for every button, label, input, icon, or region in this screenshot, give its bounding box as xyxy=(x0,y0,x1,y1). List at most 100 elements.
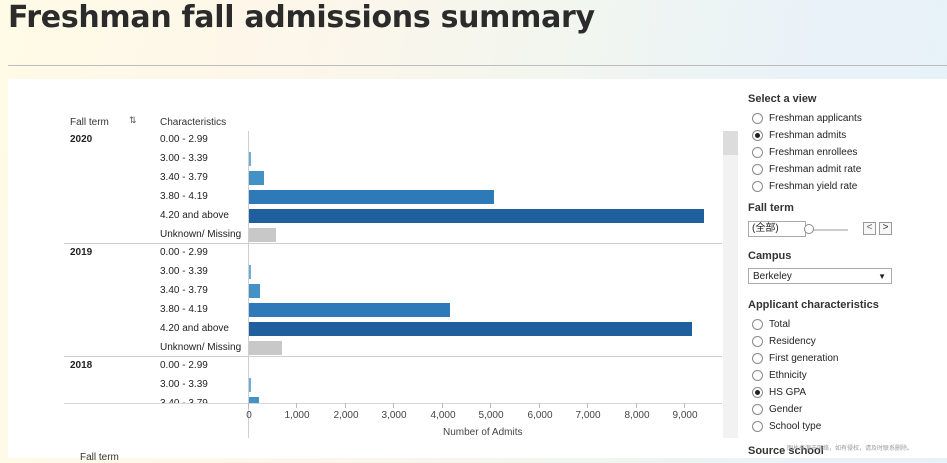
page-title: Freshman fall admissions summary xyxy=(8,0,595,35)
bar-chart: 2020 0.00 - 2.99 3.00 - 3.39 3.40 - 3.79 3.8… xyxy=(64,131,722,403)
sort-icon[interactable]: ⇅ xyxy=(129,115,137,125)
x-tick xyxy=(248,403,249,408)
fall-term-slider-track[interactable] xyxy=(808,229,848,231)
chart-vertical-axis xyxy=(248,131,249,438)
chart-scrollbar[interactable] xyxy=(723,131,738,438)
x-tick-label: 8,000 xyxy=(624,410,650,421)
bar-2018-2[interactable] xyxy=(249,397,259,403)
category-label: Unknown/ Missing xyxy=(160,229,242,240)
radio-school-type[interactable]: School type xyxy=(752,420,821,433)
bar-2020-3[interactable] xyxy=(249,190,494,204)
x-tick-label: 9,000 xyxy=(672,410,698,421)
category-label: 3.40 - 3.79 xyxy=(160,398,208,403)
category-label: 4.20 and above xyxy=(160,210,229,221)
bar-2020-5[interactable] xyxy=(249,228,276,242)
x-tick-label: 1,000 xyxy=(284,410,310,421)
x-axis-label: Number of Admits xyxy=(443,427,523,438)
x-tick-label: 5,000 xyxy=(478,410,504,421)
bar-2019-2[interactable] xyxy=(249,284,260,298)
radio-ethnicity[interactable]: Ethnicity xyxy=(752,369,807,382)
bar-2019-4[interactable] xyxy=(249,322,692,336)
x-tick xyxy=(345,403,346,408)
radio-button-icon[interactable] xyxy=(752,130,763,141)
x-tick-label: 6,000 xyxy=(527,410,553,421)
radio-freshman-yield-rate[interactable]: Freshman yield rate xyxy=(752,180,857,193)
category-label: 3.40 - 3.79 xyxy=(160,285,208,296)
prev-term-button[interactable]: < xyxy=(863,222,876,235)
category-label: 3.00 - 3.39 xyxy=(160,379,208,390)
x-tick-label: 0 xyxy=(246,410,252,421)
radio-freshman-admits[interactable]: Freshman admits xyxy=(752,129,846,142)
radio-button-icon[interactable] xyxy=(752,404,763,415)
group-separator xyxy=(64,356,722,357)
radio-button-icon[interactable] xyxy=(752,181,763,192)
radio-button-icon[interactable] xyxy=(752,147,763,158)
radio-hs-gpa[interactable]: HS GPA xyxy=(752,386,806,399)
x-tick xyxy=(393,403,394,408)
x-tick xyxy=(296,403,297,408)
category-label: 4.20 and above xyxy=(160,323,229,334)
category-label: 3.00 - 3.39 xyxy=(160,153,208,164)
watermark: 图片来源于网络，如有侵权，请及时联系删除。 xyxy=(787,446,914,452)
radio-button-icon[interactable] xyxy=(752,370,763,381)
fall-term-title: Fall term xyxy=(748,202,794,214)
radio-freshman-applicants[interactable]: Freshman applicants xyxy=(752,112,862,125)
radio-first-generation[interactable]: First generation xyxy=(752,352,838,365)
radio-total[interactable]: Total xyxy=(752,318,790,331)
bar-2020-1[interactable] xyxy=(249,152,251,166)
fall-term-input[interactable]: (全部) xyxy=(748,221,806,237)
radio-label: Ethnicity xyxy=(769,370,807,381)
characteristics-column-header: Characteristics xyxy=(160,117,227,128)
campus-value: Berkeley xyxy=(753,271,792,282)
category-label: 0.00 - 2.99 xyxy=(160,360,208,371)
radio-button-icon[interactable] xyxy=(752,353,763,364)
radio-freshman-admit-rate[interactable]: Freshman admit rate xyxy=(752,163,861,176)
radio-freshman-enrollees[interactable]: Freshman enrollees xyxy=(752,146,857,159)
radio-gender[interactable]: Gender xyxy=(752,403,802,416)
category-label: 0.00 - 2.99 xyxy=(160,134,208,145)
bar-2020-4[interactable] xyxy=(249,209,704,223)
radio-label: Total xyxy=(769,319,791,330)
scrollbar-thumb[interactable] xyxy=(723,131,738,155)
bar-2020-2[interactable] xyxy=(249,171,264,185)
category-label: 3.40 - 3.79 xyxy=(160,172,208,183)
x-tick xyxy=(490,403,491,408)
campus-select[interactable]: Berkeley ▼ xyxy=(748,268,892,284)
category-label: 3.80 - 4.19 xyxy=(160,304,208,315)
bar-2019-1[interactable] xyxy=(249,265,251,279)
select-view-title: Select a view xyxy=(748,93,817,105)
fall-term-2018-label: 2018 xyxy=(70,360,93,371)
radio-label: Gender xyxy=(769,404,803,415)
x-tick-label: 7,000 xyxy=(575,410,601,421)
radio-button-icon[interactable] xyxy=(752,421,763,432)
radio-button-icon[interactable] xyxy=(752,319,763,330)
x-tick xyxy=(636,403,637,408)
fall-term-2020-label: 2020 xyxy=(70,134,93,145)
x-tick xyxy=(587,403,588,408)
x-tick-label: 2,000 xyxy=(333,410,359,421)
radio-label: Freshman yield rate xyxy=(769,181,858,192)
applicant-characteristics-title: Applicant characteristics xyxy=(748,299,879,311)
category-label: 3.80 - 4.19 xyxy=(160,191,208,202)
fall-term-column-header: Fall term xyxy=(70,117,109,128)
x-tick-label: 3,000 xyxy=(381,410,407,421)
bar-2019-5[interactable] xyxy=(249,341,282,355)
x-tick xyxy=(442,403,443,408)
campus-title: Campus xyxy=(748,250,792,262)
next-term-button[interactable]: > xyxy=(879,222,892,235)
radio-button-icon[interactable] xyxy=(752,164,763,175)
radio-label: Freshman admits xyxy=(769,130,847,141)
radio-residency[interactable]: Residency xyxy=(752,335,816,348)
bar-2019-3[interactable] xyxy=(249,303,450,317)
bar-2018-1[interactable] xyxy=(249,378,251,392)
x-tick xyxy=(539,403,540,408)
fall-term-slider-handle[interactable] xyxy=(804,224,814,234)
radio-label: Freshman applicants xyxy=(769,113,862,124)
category-label: Unknown/ Missing xyxy=(160,342,242,353)
radio-button-icon[interactable] xyxy=(752,387,763,398)
radio-button-icon[interactable] xyxy=(752,336,763,347)
radio-label: Freshman enrollees xyxy=(769,147,858,158)
radio-button-icon[interactable] xyxy=(752,113,763,124)
radio-label: HS GPA xyxy=(769,387,807,398)
x-tick xyxy=(684,403,685,408)
